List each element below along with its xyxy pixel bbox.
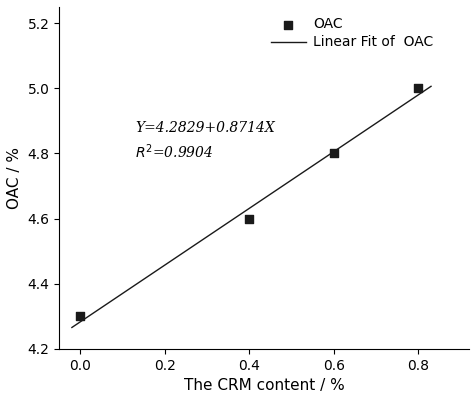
OAC	[330, 150, 337, 157]
X-axis label: The CRM content / %: The CRM content / %	[184, 378, 345, 393]
OAC	[415, 85, 422, 92]
Line: Linear Fit of  OAC: Linear Fit of OAC	[72, 86, 431, 328]
Linear Fit of  OAC	[399, 104, 405, 108]
Text: Y=4.2829+0.8714X: Y=4.2829+0.8714X	[135, 121, 275, 135]
Y-axis label: OAC / %: OAC / %	[7, 147, 22, 209]
Linear Fit of  OAC	[410, 96, 416, 101]
OAC	[77, 313, 84, 320]
Legend: OAC, Linear Fit of  OAC: OAC, Linear Fit of OAC	[271, 17, 433, 50]
Linear Fit of  OAC	[428, 84, 434, 89]
OAC	[246, 215, 253, 222]
Linear Fit of  OAC	[152, 269, 158, 274]
Linear Fit of  OAC	[69, 325, 75, 330]
Linear Fit of  OAC	[283, 181, 289, 186]
Linear Fit of  OAC	[254, 201, 260, 206]
Text: $R^2$=0.9904: $R^2$=0.9904	[135, 143, 214, 161]
Linear Fit of  OAC	[138, 279, 144, 284]
